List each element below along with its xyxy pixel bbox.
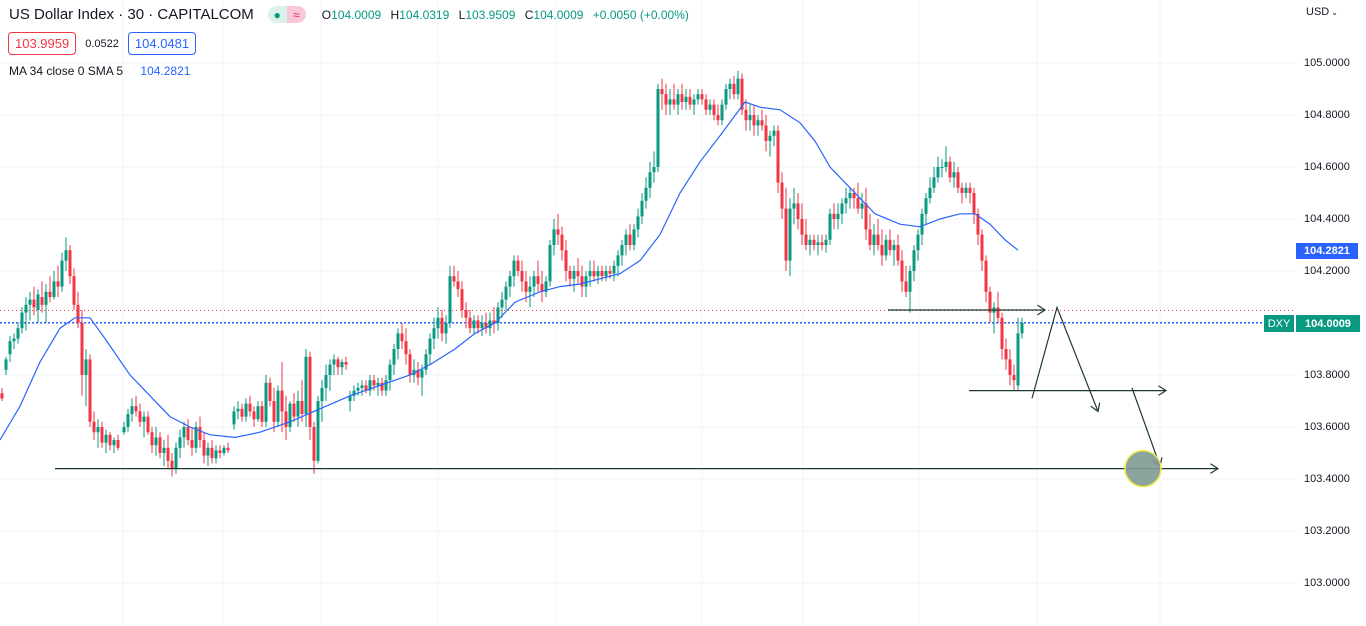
price-lines	[0, 309, 1296, 324]
price-axis-tick: 103.2000	[1304, 525, 1350, 537]
chart-legend: US Dollar Index · 30 · CAPITALCOM ● ≈ O1…	[9, 6, 689, 23]
currency-selector[interactable]: USD ⌄	[1306, 6, 1338, 18]
price-axis-tick: 104.2000	[1304, 265, 1350, 277]
close-label: C	[524, 7, 534, 22]
change-value: +0.0050 (+0.00%)	[592, 7, 689, 22]
spread-value: 0.0522	[85, 37, 119, 50]
price-axis-tick: 104.6000	[1304, 161, 1350, 173]
price-axis-tick: 103.6000	[1304, 421, 1350, 433]
price-axis-tick: 103.8000	[1304, 369, 1350, 381]
ma-34-line[interactable]	[0, 101, 1019, 441]
drawing-tools-layer[interactable]	[55, 304, 1220, 488]
sell-button[interactable]: 103.9959	[8, 32, 77, 55]
low-value: 103.9509	[465, 7, 516, 22]
delayed-data-icon: ≈	[286, 6, 306, 23]
quote-row: 103.9959 0.0522 104.0481	[8, 32, 197, 55]
ma-price-tag: 104.2821	[1296, 243, 1358, 259]
high-value: 104.0319	[399, 7, 450, 22]
chart-grid	[0, 0, 1297, 626]
price-axis-tick: 105.0000	[1304, 57, 1350, 69]
indicator-value: 104.2821	[140, 64, 191, 78]
last-price-tag: 104.0009	[1296, 315, 1360, 332]
ohlc-values: O104.0009 H104.0319 L103.9509 C104.0009 …	[322, 8, 689, 22]
candlestick-series	[0, 70, 1024, 477]
symbol-tag: DXY	[1264, 315, 1294, 332]
low-label: L	[458, 7, 466, 22]
market-status-pill[interactable]: ● ≈	[267, 6, 306, 23]
chevron-down-icon: ⌄	[1331, 8, 1338, 17]
price-axis-tick: 104.8000	[1304, 109, 1350, 121]
market-open-dot-icon: ●	[267, 6, 287, 23]
indicator-legend[interactable]: MA 34 close 0 SMA 5 104.2821	[9, 64, 190, 78]
price-axis-tick: 103.0000	[1304, 577, 1350, 589]
target-circle	[1124, 449, 1162, 488]
price-axis-tick: 103.4000	[1304, 473, 1350, 485]
symbol-title[interactable]: US Dollar Index · 30 · CAPITALCOM	[9, 6, 254, 23]
open-value: 104.0009	[331, 7, 382, 22]
open-label: O	[321, 7, 332, 22]
high-label: H	[390, 7, 400, 22]
price-axis-tick: 104.4000	[1304, 213, 1350, 225]
indicator-label: MA 34 close 0 SMA 5	[9, 64, 124, 78]
close-value: 104.0009	[533, 7, 584, 22]
currency-label: USD	[1306, 6, 1330, 18]
buy-button[interactable]: 104.0481	[127, 32, 197, 55]
